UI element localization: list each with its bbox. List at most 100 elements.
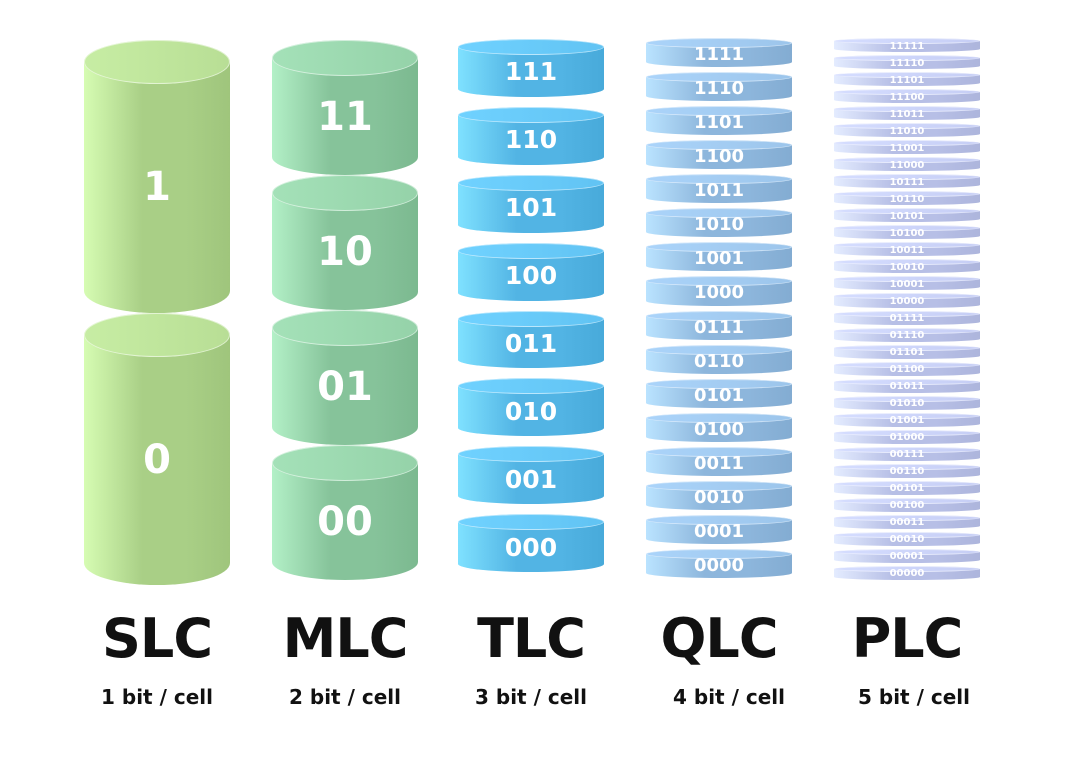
tlc-cell-top — [458, 242, 604, 259]
qlc-cell-bottom — [646, 533, 792, 544]
tlc-cell: 000 — [458, 514, 604, 572]
qlc-cell-label: 1000 — [693, 282, 745, 304]
plc-cell: 10100 — [834, 225, 980, 240]
plc-cell-label: 10100 — [889, 227, 925, 239]
qlc-cell-top — [646, 480, 792, 491]
plc-cell-side — [834, 415, 980, 424]
plc-cell-side — [834, 296, 980, 305]
plc-cell-label: 11111 — [889, 40, 925, 52]
plc-cell-label: 11001 — [889, 142, 925, 154]
qlc-cell-side — [646, 111, 792, 131]
qlc-cell-top — [646, 38, 792, 48]
tlc-cell-label: 100 — [504, 261, 558, 291]
mlc-cell-top — [272, 40, 418, 76]
qlc-cell-top — [646, 344, 792, 355]
plc-cell-bottom — [834, 250, 980, 257]
qlc-cell-bottom — [646, 397, 792, 408]
plc-cell: 11100 — [834, 89, 980, 104]
plc-cell-top — [834, 565, 980, 572]
tlc-cell: 100 — [458, 242, 604, 301]
plc-cell-bottom — [834, 471, 980, 478]
plc-cell-side — [834, 500, 980, 509]
plc-cell-top — [834, 208, 980, 215]
plc-cell: 10010 — [834, 259, 980, 274]
qlc-cell-label: 1110 — [693, 78, 745, 100]
plc-cell-top — [834, 293, 980, 300]
plc-cell: 11101 — [834, 72, 980, 87]
qlc-cell-top — [646, 378, 792, 389]
plc-cell-top — [834, 276, 980, 283]
plc-cell-bottom — [834, 335, 980, 342]
tlc-cell-label: 000 — [504, 532, 558, 562]
plc-cell-side — [834, 449, 980, 458]
plc-cell-bottom — [834, 165, 980, 172]
plc-cell-side — [834, 313, 980, 322]
qlc-cell-bottom — [646, 363, 792, 374]
plc-cell: 00010 — [834, 531, 980, 546]
plc-cell-label: 00110 — [889, 466, 925, 478]
plc-cell: 10001 — [834, 276, 980, 291]
plc-cell-top — [834, 174, 980, 181]
plc-cell: 01110 — [834, 327, 980, 342]
qlc-cell-label: 0101 — [693, 384, 745, 406]
qlc-cell: 0100 — [646, 412, 792, 442]
plc-cell-label: 00001 — [889, 551, 925, 563]
qlc-cell-side — [646, 451, 792, 471]
plc-cell-top — [834, 38, 980, 44]
plc-cell-bottom — [834, 318, 980, 325]
mlc-cell-label: 10 — [317, 228, 373, 275]
plc-cell-bottom — [834, 488, 980, 495]
plc-cell-bottom — [834, 80, 980, 87]
mlc-cell: 10 — [272, 175, 418, 310]
plc-cell: 11000 — [834, 157, 980, 172]
qlc-cell-top — [646, 208, 792, 219]
qlc-cell: 1010 — [646, 208, 792, 238]
plc-cell: 01000 — [834, 429, 980, 444]
plc-cell-bottom — [834, 301, 980, 308]
qlc-cell: 0000 — [646, 548, 792, 578]
plc-cell-top — [834, 225, 980, 232]
plc-cell-bottom — [834, 131, 980, 138]
plc-cell: 11111 — [834, 38, 980, 53]
slc-cell: 0 — [84, 312, 230, 585]
tlc-cell: 010 — [458, 378, 604, 437]
plc-cell-label: 11101 — [889, 74, 925, 86]
tlc-title: TLC — [477, 607, 586, 670]
plc-cell-top — [834, 191, 980, 198]
plc-cell-top — [834, 446, 980, 453]
plc-cell: 01111 — [834, 310, 980, 325]
tlc-cell: 101 — [458, 174, 604, 233]
plc-cell-side — [834, 109, 980, 118]
plc-cell: 00001 — [834, 548, 980, 563]
plc-cell-top — [834, 106, 980, 113]
mlc-subtitle: 2 bit / cell — [289, 685, 401, 709]
plc-cell-top — [834, 259, 980, 266]
plc-cell-label: 11011 — [889, 108, 925, 120]
plc-cell: 11010 — [834, 123, 980, 138]
plc-cell: 00000 — [834, 565, 980, 580]
plc-cell: 00110 — [834, 463, 980, 478]
tlc-cell-label: 110 — [504, 125, 558, 155]
plc-cell-side — [834, 517, 980, 526]
qlc-cell-top — [646, 242, 792, 253]
plc-cell-bottom — [834, 539, 980, 546]
plc-cell-top — [834, 548, 980, 555]
qlc-cell: 0011 — [646, 446, 792, 476]
plc-cell-label: 00010 — [889, 534, 925, 546]
tlc-cell-top — [458, 174, 604, 191]
plc-cell-bottom — [834, 199, 980, 206]
qlc-cell-bottom — [646, 329, 792, 340]
plc-cell-label: 10000 — [889, 295, 925, 307]
plc-cell-label: 10111 — [889, 176, 925, 188]
plc-cell-top — [834, 378, 980, 385]
qlc-cell-bottom — [646, 465, 792, 476]
plc-cell: 00011 — [834, 514, 980, 529]
plc-cell-side — [834, 41, 980, 50]
plc-cell: 10101 — [834, 208, 980, 223]
qlc-cell-label: 0110 — [693, 350, 745, 372]
qlc-cell-side — [646, 247, 792, 267]
plc-cell-label: 00100 — [889, 500, 925, 512]
plc-cell-side — [834, 466, 980, 475]
plc-cell: 10000 — [834, 293, 980, 308]
